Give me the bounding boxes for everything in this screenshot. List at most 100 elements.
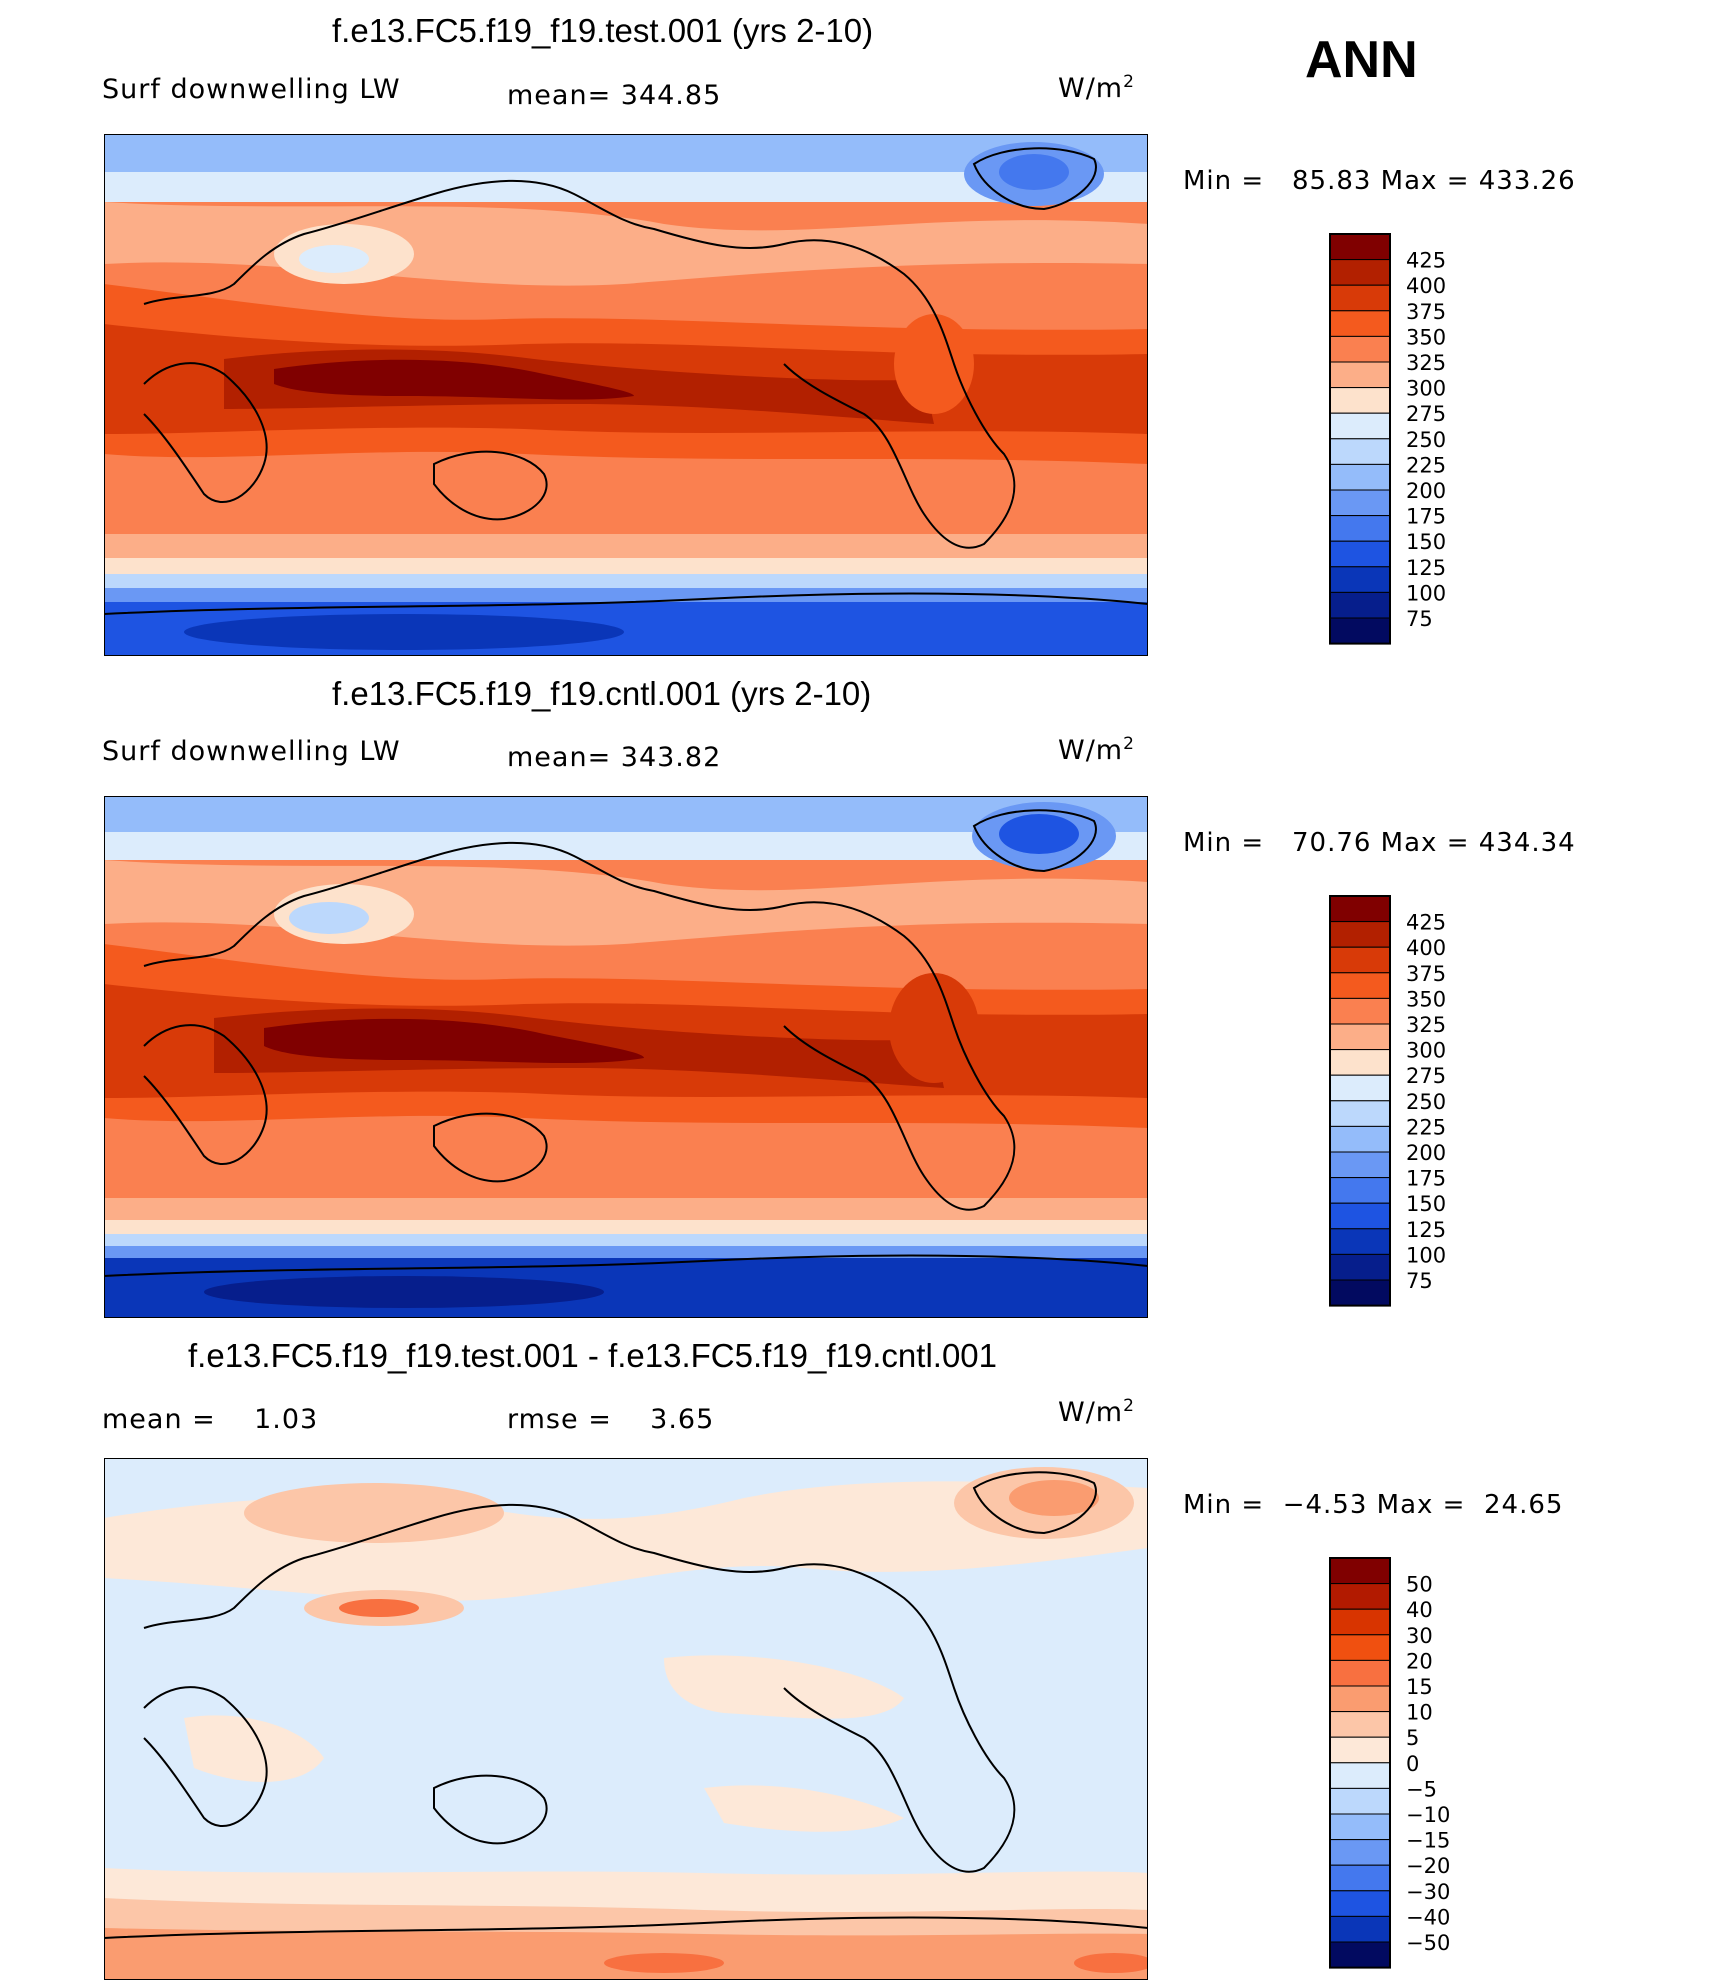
- colorbar-tick-label: 150: [1406, 530, 1446, 554]
- colorbar-swatch: [1329, 1864, 1391, 1892]
- colorbar-tick-label: 20: [1406, 1649, 1433, 1673]
- colorbar-swatch: [1329, 1659, 1391, 1687]
- panel-1-map: [104, 134, 1148, 656]
- colorbar-swatch: [1329, 387, 1391, 414]
- colorbar-tick-label: 250: [1406, 428, 1446, 452]
- colorbar-tick-label: 15: [1406, 1675, 1433, 1699]
- colorbar-tick-label: 50: [1406, 1573, 1433, 1597]
- colorbar-swatch: [1329, 1023, 1391, 1051]
- colorbar-tick-label: 125: [1406, 556, 1446, 580]
- colorbar-swatch: [1329, 1736, 1391, 1764]
- colorbar-tick-label: 75: [1406, 607, 1433, 631]
- colorbar-swatch: [1329, 1125, 1391, 1153]
- colorbar-swatch: [1329, 1151, 1391, 1179]
- season-label: ANN: [1305, 31, 1418, 89]
- colorbar-tick-label: −20: [1406, 1854, 1450, 1878]
- panel-3-coastlines: [104, 1471, 1148, 1939]
- colorbar-swatch: [1329, 1074, 1391, 1102]
- colorbar-tick-label: 425: [1406, 911, 1446, 935]
- panel-1-mean: mean= 344.85: [507, 80, 722, 111]
- colorbar-tick-label: 100: [1406, 581, 1446, 605]
- panel-2-colorbar-labels: 4254003753503253002752502252001751501251…: [1406, 911, 1446, 1293]
- colorbar-tick-label: 300: [1406, 377, 1446, 401]
- colorbar-swatch: [1329, 540, 1391, 568]
- panel-1-minmax: Min = 85.83 Max = 433.26: [1183, 166, 1576, 196]
- colorbar-swatch: [1329, 1711, 1391, 1738]
- colorbar-swatch: [1329, 361, 1391, 389]
- colorbar-swatch: [1329, 1608, 1391, 1636]
- panel-1-units: W/m2: [1058, 72, 1135, 104]
- panel-3-field: [104, 1458, 1148, 1980]
- panel-3-rmse: rmse = 3.65: [507, 1404, 715, 1435]
- colorbar-tick-label: 0: [1406, 1752, 1419, 1776]
- colorbar-tick-label: 225: [1406, 1115, 1446, 1139]
- colorbar-tick-label: 375: [1406, 962, 1446, 986]
- colorbar-tick-label: 30: [1406, 1624, 1433, 1648]
- panel-3-units: W/m2: [1058, 1396, 1135, 1428]
- panel-3-mean: mean = 1.03: [102, 1404, 319, 1435]
- colorbar-swatch: [1329, 1583, 1391, 1610]
- colorbar-tick-label: 200: [1406, 479, 1446, 503]
- colorbar-swatch: [1329, 1839, 1391, 1866]
- colorbar-swatch: [1329, 1941, 1391, 1969]
- panel-2-title: f.e13.FC5.f19_f19.cntl.001 (yrs 2-10): [332, 675, 872, 712]
- colorbar-swatch: [1329, 946, 1391, 974]
- colorbar-outline: [1329, 233, 1391, 645]
- colorbar-swatch: [1329, 1787, 1391, 1815]
- colorbar-tick-label: 275: [1406, 402, 1446, 426]
- panel-2-coastlines: [104, 809, 1148, 1277]
- colorbar-tick-label: 425: [1406, 249, 1446, 273]
- colorbar-tick-label: −50: [1406, 1931, 1450, 1955]
- colorbar-swatch: [1329, 1279, 1391, 1307]
- colorbar-tick-label: 40: [1406, 1598, 1433, 1622]
- colorbar-tick-label: 150: [1406, 1192, 1446, 1216]
- colorbar-swatch: [1329, 1762, 1391, 1789]
- panel-2-colorbar: 4254003753503253002752502252001751501251…: [1329, 895, 1446, 1307]
- colorbar-swatch: [1329, 463, 1391, 491]
- colorbar-swatch: [1329, 259, 1391, 286]
- colorbar-tick-label: −40: [1406, 1905, 1450, 1929]
- colorbar-tick-label: 350: [1406, 325, 1446, 349]
- panel-1-colorbar-swatches: [1329, 233, 1391, 645]
- colorbar-tick-label: 400: [1406, 274, 1446, 298]
- colorbar-swatch: [1329, 1202, 1391, 1230]
- colorbar-swatch: [1329, 1100, 1391, 1127]
- panel-1-variable: Surf downwelling LW: [102, 74, 401, 105]
- colorbar-tick-label: −15: [1406, 1829, 1450, 1853]
- panel-3-minmax: Min = −4.53 Max = 24.65: [1183, 1490, 1564, 1520]
- panel-1-colorbar: 4254003753503253002752502252001751501251…: [1329, 233, 1446, 645]
- colorbar-swatch: [1329, 1228, 1391, 1255]
- panel-2-field: [104, 796, 1148, 1318]
- colorbar-swatch: [1329, 591, 1391, 619]
- colorbar-swatch: [1329, 438, 1391, 465]
- colorbar-swatch: [1329, 997, 1391, 1025]
- panel-2-mean: mean= 343.82: [507, 742, 722, 773]
- panel-1-field: [104, 134, 1148, 656]
- colorbar-tick-label: 300: [1406, 1039, 1446, 1063]
- colorbar-swatch: [1329, 515, 1391, 542]
- colorbar-swatch: [1329, 1253, 1391, 1281]
- colorbar-tick-label: 375: [1406, 300, 1446, 324]
- colorbar-swatch: [1329, 617, 1391, 645]
- colorbar-swatch: [1329, 1915, 1391, 1943]
- colorbar-swatch: [1329, 1557, 1391, 1585]
- colorbar-tick-label: 350: [1406, 987, 1446, 1011]
- colorbar-tick-label: 400: [1406, 936, 1446, 960]
- colorbar-swatch: [1329, 1177, 1391, 1204]
- panel-2-minmax: Min = 70.76 Max = 434.34: [1183, 828, 1576, 858]
- colorbar-swatch: [1329, 1049, 1391, 1076]
- colorbar-swatch: [1329, 284, 1391, 312]
- colorbar-tick-label: 10: [1406, 1701, 1433, 1725]
- colorbar-tick-label: 200: [1406, 1141, 1446, 1165]
- colorbar-swatch: [1329, 1890, 1391, 1917]
- colorbar-tick-label: −5: [1406, 1777, 1437, 1801]
- colorbar-tick-label: 325: [1406, 1013, 1446, 1037]
- colorbar-outline: [1329, 1557, 1391, 1969]
- colorbar-swatch: [1329, 412, 1391, 440]
- colorbar-swatch: [1329, 1813, 1391, 1841]
- colorbar-tick-label: 250: [1406, 1090, 1446, 1114]
- colorbar-swatch: [1329, 895, 1391, 923]
- panel-2-colorbar-swatches: [1329, 895, 1391, 1307]
- panel-2-map: [104, 796, 1148, 1318]
